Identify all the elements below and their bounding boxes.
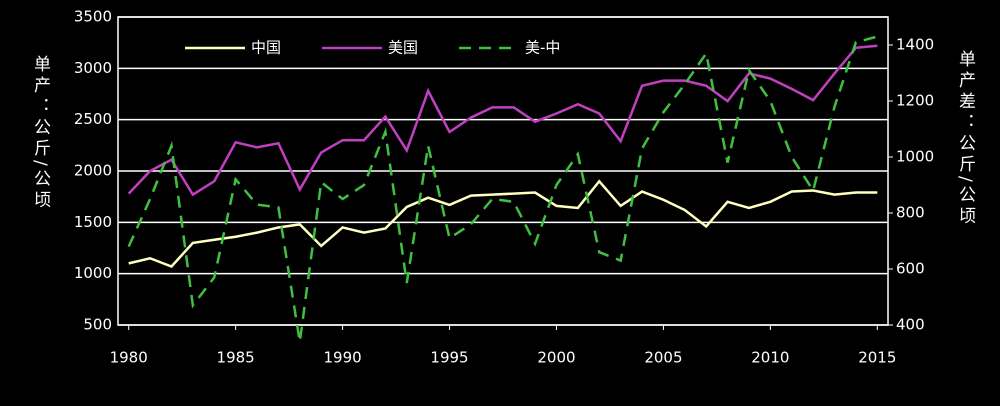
x-tick-label: 1995 [430,349,468,367]
x-tick-label: 1985 [217,349,255,367]
x-tick-label: 2005 [644,349,682,367]
y-tick-label: 3000 [74,59,112,77]
legend-label: 中国 [251,39,281,57]
y2-tick-label: 1000 [896,148,934,166]
legend-label: 美国 [388,39,418,57]
x-tick-label: 2010 [751,349,789,367]
data-line [128,179,878,268]
x-tick-label: 1980 [110,349,148,367]
y2-tick-label: 600 [896,260,925,278]
y-tick-label: 2000 [74,162,112,180]
y2-tick-label: 1400 [896,36,934,54]
plot-frame [117,16,889,326]
y-tick-label: 1500 [74,213,112,231]
y-axis-label: 单产：公斤/公顷 [30,55,51,212]
x-tick-label: 2000 [537,349,575,367]
y-tick-label: 2500 [74,110,112,128]
x-tick-label: 1990 [323,349,361,367]
y2-tick-label: 1200 [896,92,934,110]
y-tick-label: 3500 [74,8,112,26]
x-tick-label: 2015 [858,349,896,367]
y2-tick-label: 400 [896,316,925,334]
data-line [127,35,878,342]
y2-axis-label: 单产差：公斤/公顷 [955,50,976,228]
y2-tick-label: 800 [896,204,925,222]
y-tick-label: 500 [83,316,112,334]
legend-label: 美-中 [525,39,560,57]
y-tick-label: 1000 [74,264,112,282]
